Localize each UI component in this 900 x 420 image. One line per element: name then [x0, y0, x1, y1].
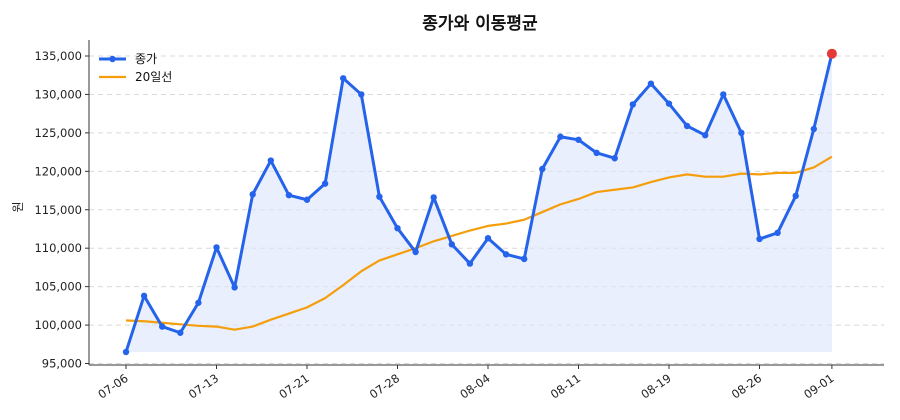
series-layer [122, 48, 837, 356]
close-point [702, 131, 709, 139]
close-point [321, 180, 329, 187]
x-tick-label: 08-26 [729, 371, 764, 402]
legend-close-label: 종가 [135, 52, 157, 66]
y-tick-label: 135,000 [34, 49, 82, 63]
close-point [774, 229, 781, 237]
close-point [738, 129, 745, 137]
close-point [810, 125, 817, 133]
y-tick-label: 120,000 [34, 164, 82, 178]
close-point [484, 234, 492, 242]
close-point [647, 80, 655, 87]
close-point [340, 75, 347, 82]
close-point [756, 235, 763, 243]
close-point [629, 101, 636, 108]
close-point [792, 192, 799, 200]
close-point [140, 292, 148, 300]
x-tick-label: 07-06 [95, 371, 130, 402]
close-point [195, 299, 202, 306]
y-axis-label: 원 [11, 201, 25, 212]
close-point [249, 191, 256, 198]
legend: 종가 20일선 [99, 52, 172, 84]
close-point [303, 196, 311, 203]
x-tick-label: 07-21 [276, 371, 311, 402]
x-tick-label: 08-19 [638, 371, 673, 402]
close-point [557, 133, 564, 140]
close-area-fill [126, 53, 832, 352]
y-tick-label: 130,000 [34, 87, 82, 101]
y-tick-label: 125,000 [34, 126, 82, 140]
y-tick-label: 110,000 [34, 241, 82, 255]
close-point [539, 165, 546, 173]
x-tick-label: 07-28 [367, 371, 402, 402]
y-tick-label: 115,000 [34, 203, 82, 217]
close-point [122, 348, 130, 356]
close-point [267, 157, 274, 164]
close-point [376, 193, 383, 200]
highlight-point [826, 48, 837, 59]
close-point [285, 191, 293, 199]
x-tick-label: 08-04 [457, 371, 492, 402]
y-tick-label: 95,000 [42, 357, 82, 371]
chart-title: 종가와 이동평균 [422, 14, 538, 34]
close-point [159, 323, 166, 330]
close-point [448, 241, 455, 248]
y-tick-label: 100,000 [34, 318, 82, 332]
x-tick-label: 09-01 [801, 371, 836, 402]
close-line [124, 53, 834, 353]
x-tick-label: 07-13 [186, 371, 221, 402]
close-point [430, 194, 437, 201]
x-tick-label: 08-11 [548, 371, 583, 402]
close-point [611, 155, 618, 162]
ma20-line [125, 155, 833, 331]
close-point [231, 284, 238, 291]
close-point [466, 260, 474, 267]
legend-ma-label: 20일선 [135, 70, 172, 84]
close-point [521, 255, 528, 263]
close-point [177, 329, 184, 336]
close-point [394, 225, 401, 232]
close-point [683, 122, 691, 130]
x-axis: 07-06 07-13 07-21 07-28 08-04 08-11 08-19 08-26… [89, 364, 884, 402]
close-point [213, 244, 220, 251]
y-axis: 95,000 100,000 105,000 110,000 115,000 120,00… [34, 40, 90, 371]
close-point [358, 91, 365, 98]
close-point [502, 251, 510, 258]
close-point [720, 91, 727, 98]
close-point [665, 100, 673, 107]
legend-close-marker [109, 55, 116, 63]
close-point [593, 149, 600, 157]
close-point [575, 136, 582, 143]
close-point [412, 248, 419, 256]
y-tick-label: 105,000 [34, 280, 82, 294]
